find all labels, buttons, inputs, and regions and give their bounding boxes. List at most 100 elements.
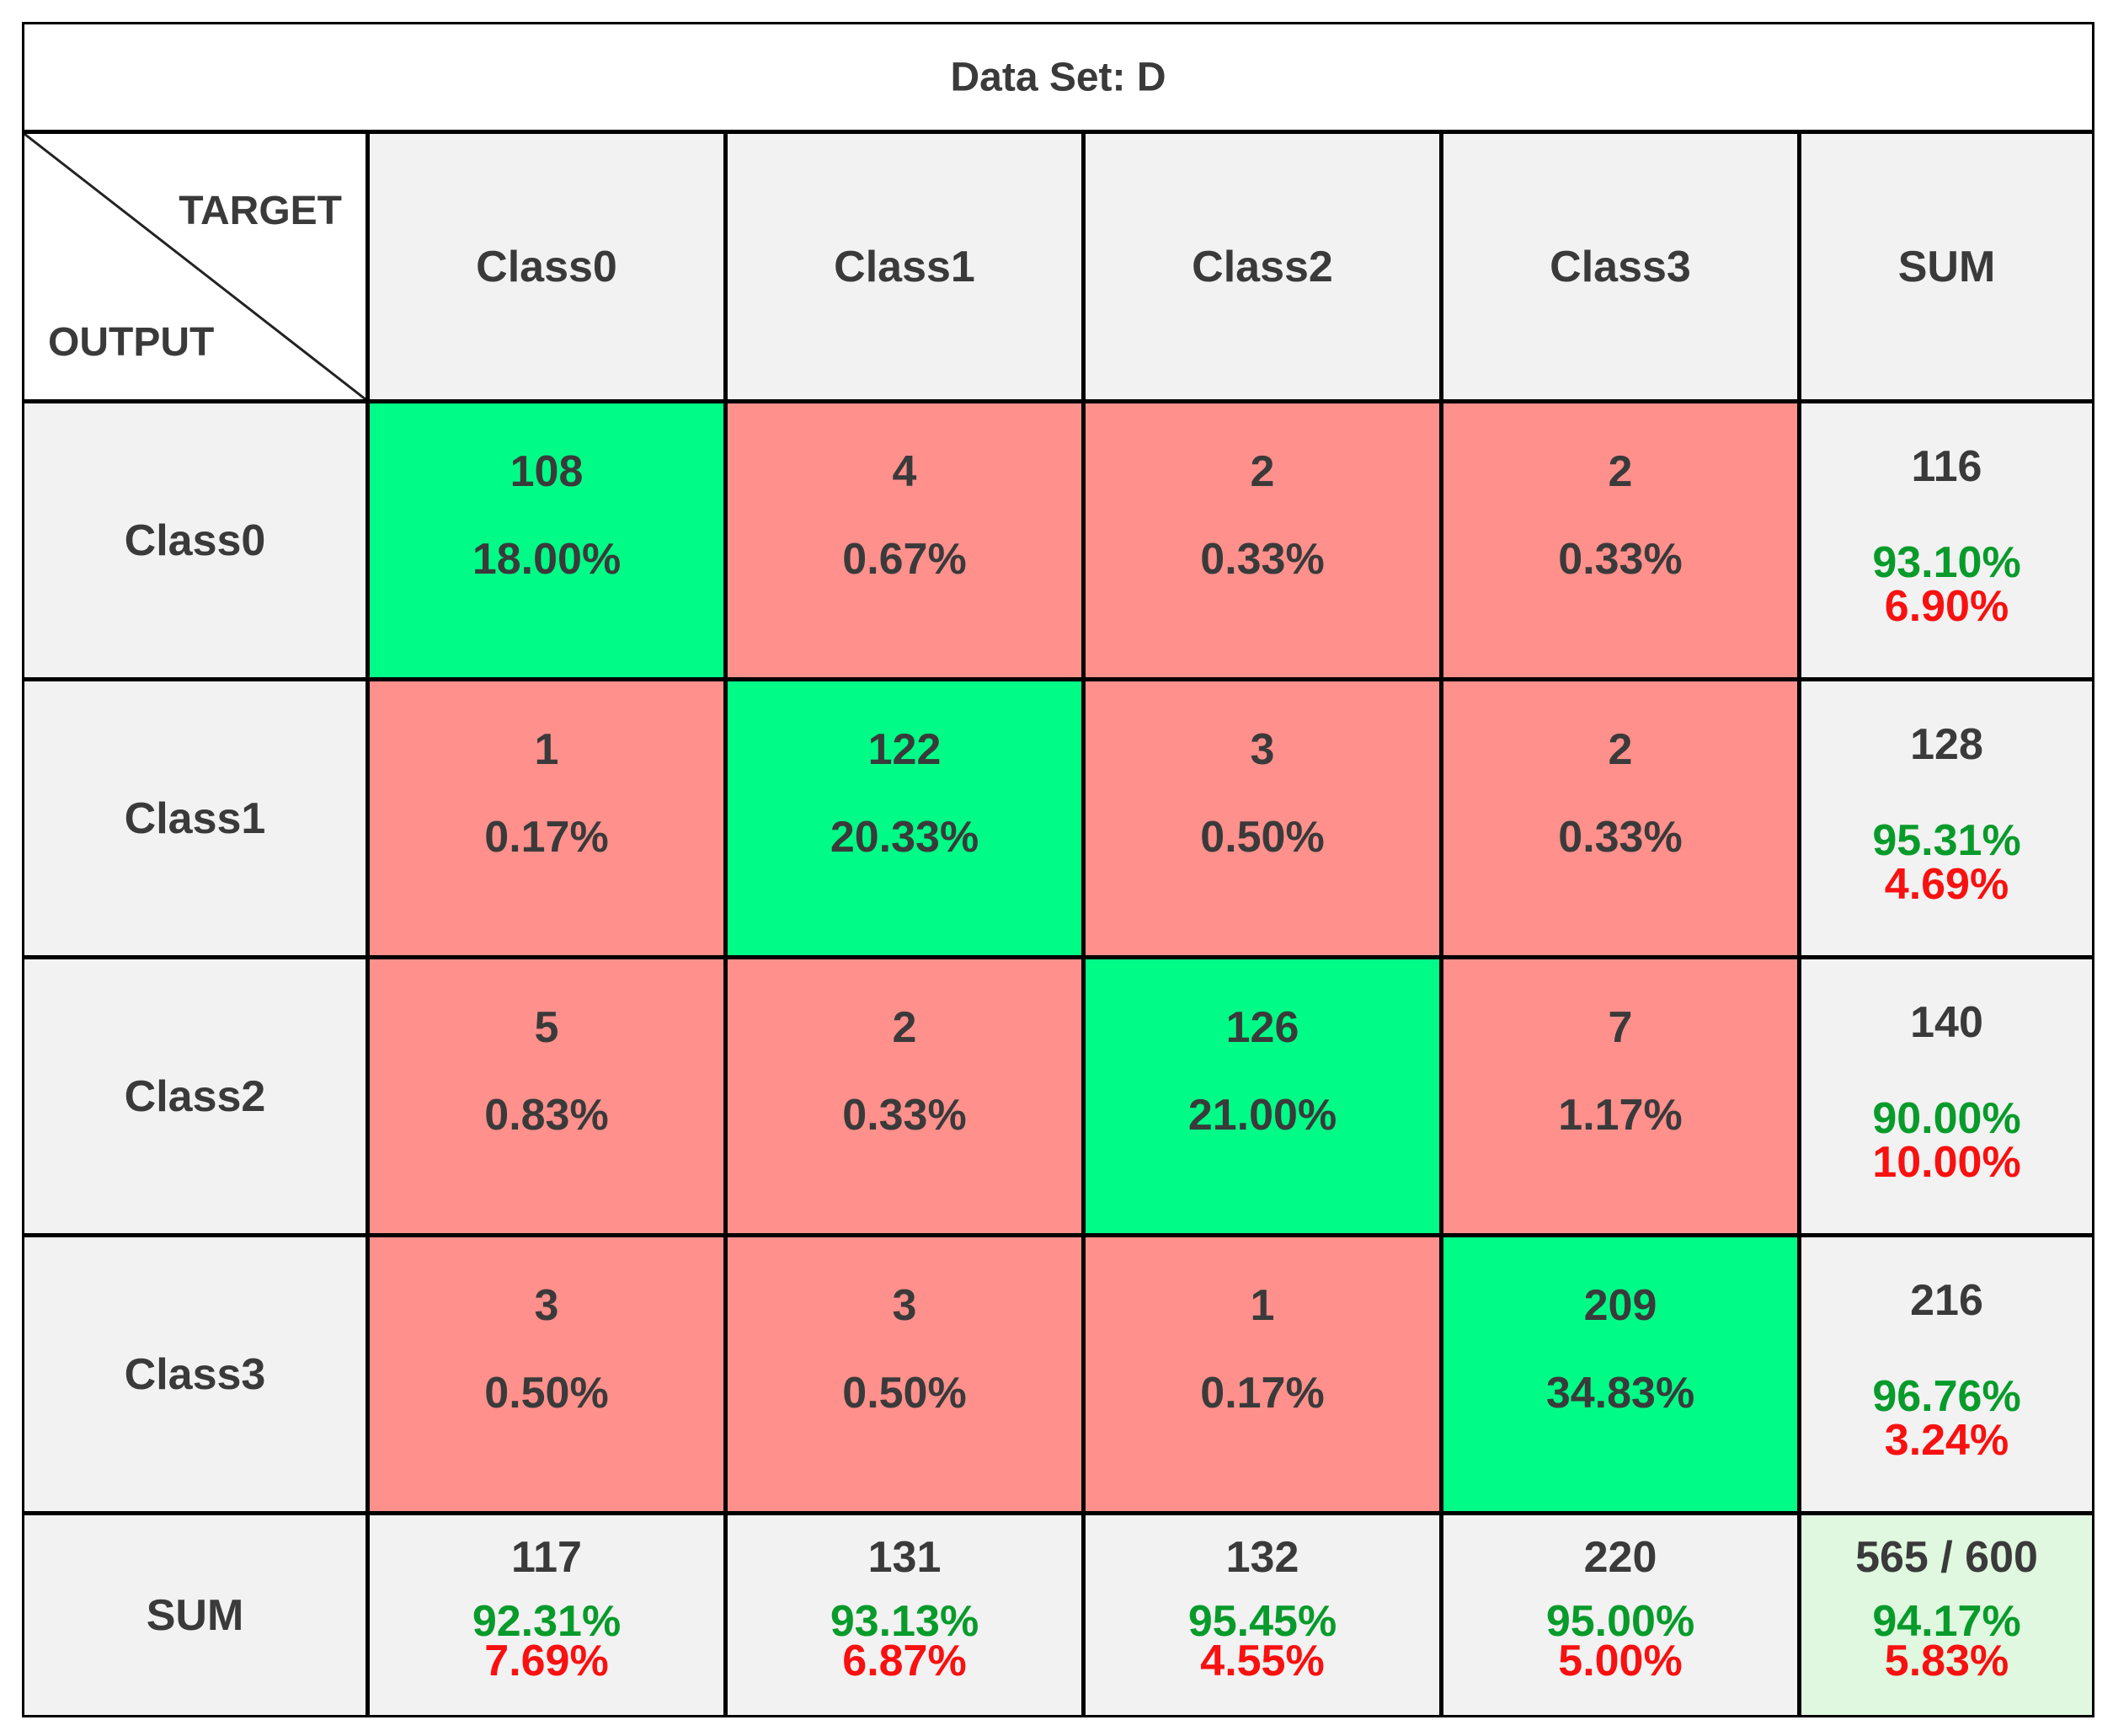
cell-r3c3: 209 34.83% xyxy=(1443,1237,1797,1511)
sum-correct-percent: 92.31% xyxy=(472,1596,622,1646)
sum-count: 140 xyxy=(1910,997,1983,1047)
confusion-matrix-grid: Data Set: D TARGET OUTPUT Class0 Class1 … xyxy=(22,22,2094,1717)
row-sum-class3: 216 96.76% 3.24% xyxy=(1801,1237,2092,1511)
cell-r2c2: 126 21.00% xyxy=(1086,959,1439,1233)
cell-r0c3: 2 0.33% xyxy=(1443,403,1797,677)
cell-percent: 0.50% xyxy=(1200,813,1325,863)
corner-cell: TARGET OUTPUT xyxy=(24,134,366,399)
sum-correct-percent: 90.00% xyxy=(1872,1093,2021,1143)
cell-count: 3 xyxy=(1250,725,1275,775)
cell-percent: 20.33% xyxy=(830,813,979,863)
sum-correct-percent: 95.31% xyxy=(1872,815,2021,865)
col-sum-class0: 117 92.31% 7.69% xyxy=(370,1515,723,1715)
row-label: Class0 xyxy=(124,515,266,565)
sum-count: 128 xyxy=(1910,719,1983,769)
sum-correct-percent: 95.00% xyxy=(1545,1596,1695,1646)
cell-r0c0: 108 18.00% xyxy=(370,403,723,677)
cell-count: 122 xyxy=(867,725,942,775)
sum-correct-percent: 95.45% xyxy=(1187,1596,1337,1646)
row-sum-class0: 116 93.10% 6.90% xyxy=(1801,403,2092,677)
diagonal-divider-line xyxy=(24,134,366,399)
row-label-class0: Class0 xyxy=(24,403,366,677)
cell-count: 3 xyxy=(534,1281,559,1331)
sum-count: 220 xyxy=(1583,1532,1657,1582)
row-label: SUM xyxy=(146,1590,244,1640)
confusion-matrix: Data Set: D TARGET OUTPUT Class0 Class1 … xyxy=(22,22,2094,1717)
cell-count: 2 xyxy=(1250,447,1275,497)
sum-correct-percent: 93.10% xyxy=(1872,537,2021,587)
row-label-class3: Class3 xyxy=(24,1237,366,1511)
row-label-class1: Class1 xyxy=(24,681,366,955)
cell-percent: 34.83% xyxy=(1545,1369,1695,1418)
cell-r1c3: 2 0.33% xyxy=(1443,681,1797,955)
grand-total-cell: 565 / 600 94.17% 5.83% xyxy=(1801,1515,2092,1715)
col-header-sum: SUM xyxy=(1801,134,2092,399)
cell-count: 2 xyxy=(1608,447,1633,497)
total-correct-percent: 94.17% xyxy=(1872,1596,2021,1646)
sum-error-percent: 4.69% xyxy=(1884,859,2009,909)
sum-count: 132 xyxy=(1225,1532,1299,1582)
col-header-label: Class0 xyxy=(476,242,617,291)
col-sum-class3: 220 95.00% 5.00% xyxy=(1443,1515,1797,1715)
sum-error-percent: 6.90% xyxy=(1884,581,2009,631)
sum-correct-percent: 96.76% xyxy=(1872,1371,2021,1421)
cell-percent: 0.33% xyxy=(1558,813,1683,863)
cell-percent: 0.33% xyxy=(842,1091,967,1140)
cell-percent: 0.50% xyxy=(842,1369,967,1418)
cell-count: 2 xyxy=(1608,725,1633,775)
row-sum-class2: 140 90.00% 10.00% xyxy=(1801,959,2092,1233)
sum-error-percent: 4.55% xyxy=(1200,1637,1325,1685)
sum-error-percent: 7.69% xyxy=(484,1637,609,1685)
col-header-label: Class1 xyxy=(834,242,975,291)
cell-percent: 21.00% xyxy=(1187,1091,1337,1140)
col-header-class0: Class0 xyxy=(370,134,723,399)
output-axis-label: OUTPUT xyxy=(48,320,215,365)
cell-r2c0: 5 0.83% xyxy=(370,959,723,1233)
col-header-label: Class3 xyxy=(1550,242,1691,291)
col-header-label: Class2 xyxy=(1192,242,1333,291)
cell-count: 126 xyxy=(1225,1003,1299,1053)
sum-count: 216 xyxy=(1910,1275,1983,1325)
cell-r1c1: 122 20.33% xyxy=(728,681,1081,955)
cell-percent: 0.33% xyxy=(1200,535,1325,585)
cell-count: 1 xyxy=(534,725,559,775)
sum-count: 116 xyxy=(1911,441,1982,491)
cell-r2c1: 2 0.33% xyxy=(728,959,1081,1233)
cell-r1c0: 1 0.17% xyxy=(370,681,723,955)
cell-percent: 0.83% xyxy=(484,1091,609,1140)
cell-percent: 18.00% xyxy=(472,535,622,585)
cell-percent: 0.17% xyxy=(1200,1369,1325,1418)
cell-percent: 0.33% xyxy=(1558,535,1683,585)
row-label: Class2 xyxy=(124,1071,266,1121)
cell-count: 7 xyxy=(1608,1003,1633,1053)
cell-r2c3: 7 1.17% xyxy=(1443,959,1797,1233)
col-header-class1: Class1 xyxy=(728,134,1081,399)
cell-percent: 0.17% xyxy=(484,813,609,863)
cell-count: 3 xyxy=(892,1281,917,1331)
col-header-class2: Class2 xyxy=(1086,134,1439,399)
row-sum-class1: 128 95.31% 4.69% xyxy=(1801,681,2092,955)
cell-r1c2: 3 0.50% xyxy=(1086,681,1439,955)
cell-r3c2: 1 0.17% xyxy=(1086,1237,1439,1511)
col-sum-class1: 131 93.13% 6.87% xyxy=(728,1515,1081,1715)
cell-count: 1 xyxy=(1250,1281,1275,1331)
cell-r0c2: 2 0.33% xyxy=(1086,403,1439,677)
cell-r0c1: 4 0.67% xyxy=(728,403,1081,677)
sum-error-percent: 5.00% xyxy=(1558,1637,1683,1685)
matrix-title: Data Set: D xyxy=(950,55,1166,99)
cell-count: 209 xyxy=(1583,1281,1657,1331)
total-error-percent: 5.83% xyxy=(1884,1637,2009,1685)
total-count: 565 / 600 xyxy=(1855,1532,2038,1582)
row-label: Class1 xyxy=(124,793,266,843)
sum-error-percent: 3.24% xyxy=(1884,1415,2009,1465)
cell-count: 5 xyxy=(534,1003,559,1053)
target-axis-label: TARGET xyxy=(179,189,342,233)
title-cell: Data Set: D xyxy=(24,24,2092,130)
sum-correct-percent: 93.13% xyxy=(830,1596,979,1646)
cell-percent: 0.50% xyxy=(484,1369,609,1418)
sum-count: 131 xyxy=(867,1532,942,1582)
cell-r3c1: 3 0.50% xyxy=(728,1237,1081,1511)
sum-count: 117 xyxy=(511,1532,582,1582)
cell-count: 108 xyxy=(510,447,584,497)
sum-error-percent: 10.00% xyxy=(1872,1137,2021,1187)
